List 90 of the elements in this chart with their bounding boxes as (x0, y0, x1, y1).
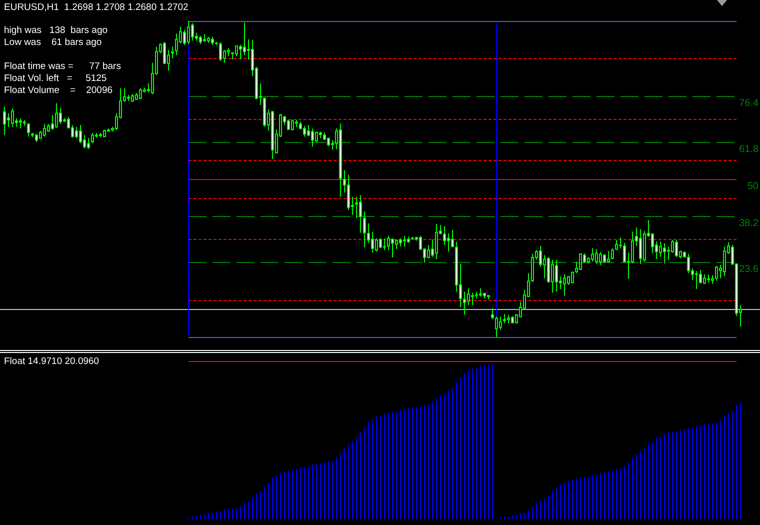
candlestick (235, 45, 238, 57)
candlestick (199, 35, 202, 45)
candlestick (131, 93, 134, 102)
candlestick (103, 129, 106, 138)
candlestick (511, 316, 514, 324)
candlestick (663, 242, 666, 264)
candlestick (203, 33, 206, 42)
candlestick (291, 119, 294, 132)
candlestick (59, 107, 62, 125)
candlestick (303, 125, 306, 138)
candlestick (359, 194, 362, 234)
candlestick (599, 251, 602, 266)
candlestick (507, 314, 510, 324)
candlestick (271, 110, 274, 160)
candlestick (311, 128, 314, 148)
candlestick (219, 42, 222, 62)
candlestick (479, 288, 482, 298)
candlestick (703, 274, 706, 284)
candlestick (91, 132, 94, 144)
candlestick (211, 36, 214, 46)
candlestick (495, 316, 498, 338)
candlestick (555, 259, 558, 292)
candlestick (491, 308, 494, 320)
candlestick (23, 119, 26, 126)
candlestick (563, 274, 566, 296)
candlestick (263, 96, 266, 128)
candlestick (683, 251, 686, 258)
candlestick (243, 22, 246, 56)
candlestick (407, 236, 410, 244)
candlestick (27, 122, 30, 138)
chart-title: EURUSD,H1 1.2698 1.2708 1.2680 1.2702 (4, 2, 188, 14)
candlestick (591, 248, 594, 262)
candlestick (551, 259, 554, 294)
candlestick (295, 119, 298, 128)
candlestick (399, 238, 402, 248)
candlestick (19, 118, 22, 129)
candlestick (707, 274, 710, 284)
candlestick (383, 238, 386, 251)
candlestick (187, 20, 190, 45)
candlestick (451, 229, 454, 248)
candlestick (411, 236, 414, 240)
ref-line-label: 50 (747, 181, 759, 192)
candlestick (695, 270, 698, 290)
annotation: Low was 61 bars ago (4, 37, 102, 49)
candlestick (483, 292, 486, 299)
candlestick (595, 248, 598, 265)
candlestick (579, 252, 582, 271)
candlestick (55, 102, 58, 128)
candlestick (99, 132, 102, 138)
candlestick (207, 36, 210, 44)
candlestick (403, 235, 406, 248)
annotation: high was 138 bars ago (4, 25, 108, 37)
candlestick (319, 131, 322, 139)
candlestick (339, 122, 342, 198)
candlestick (139, 88, 142, 100)
candlestick (723, 246, 726, 277)
candlestick (11, 108, 14, 128)
chart-title: Float 14.9710 20.0960 (4, 356, 100, 368)
candlestick (379, 238, 382, 248)
candlestick (363, 211, 366, 248)
annotation: Float Volume = 20096 (4, 85, 113, 97)
candlestick (603, 254, 606, 264)
candlestick (87, 137, 90, 150)
candlestick (191, 22, 194, 42)
candlestick (391, 238, 394, 258)
candlestick (615, 239, 618, 251)
candlestick (611, 248, 614, 260)
annotation: Float Vol. left = 5125 (4, 73, 107, 85)
ref-line-label: 38.2 (739, 218, 759, 229)
candlestick (471, 292, 474, 306)
ref-line-label: 23.6 (739, 264, 759, 275)
candlestick (639, 228, 642, 265)
candlestick (171, 46, 174, 59)
ref-line-label: 76.4 (739, 98, 759, 109)
candlestick (315, 131, 318, 143)
candlestick (3, 106, 6, 136)
candlestick (35, 134, 38, 143)
candlestick (607, 250, 610, 264)
candlestick (435, 223, 438, 260)
candlestick (503, 313, 506, 324)
candlestick (487, 294, 490, 300)
candlestick (463, 291, 466, 316)
candlestick (135, 92, 138, 100)
candlestick (43, 124, 46, 138)
ref-line-label: 61.8 (739, 144, 759, 155)
candlestick (711, 274, 714, 284)
candlestick (715, 265, 718, 282)
candlestick (287, 119, 290, 131)
candlestick (675, 239, 678, 258)
annotation: Float time was = 77 bars (4, 61, 121, 73)
